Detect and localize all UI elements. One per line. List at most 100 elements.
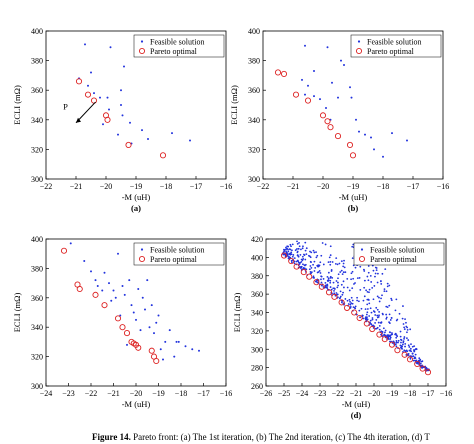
feasible-point xyxy=(351,245,354,248)
feasible-point xyxy=(307,254,310,257)
feasible-point xyxy=(390,297,393,300)
feasible-point xyxy=(287,248,289,251)
feasible-point xyxy=(385,313,388,316)
x-tick-label: −18 xyxy=(175,389,188,398)
feasible-point xyxy=(331,277,334,279)
feasible-point xyxy=(415,359,418,362)
feasible-point xyxy=(287,250,290,253)
feasible-point xyxy=(338,297,341,300)
pareto-point xyxy=(356,314,363,322)
caption-label: Figure 14. xyxy=(92,432,131,442)
feasible-point xyxy=(375,306,378,309)
feasible-point xyxy=(403,326,406,329)
feasible-point xyxy=(358,277,361,279)
pareto-point xyxy=(114,315,122,322)
feasible-point xyxy=(312,263,314,266)
feasible-point xyxy=(69,242,72,245)
feasible-point xyxy=(366,308,369,310)
feasible-point xyxy=(314,266,317,269)
y-tick-label: 300 xyxy=(251,345,263,354)
feasible-point xyxy=(410,350,413,353)
feasible-point xyxy=(313,276,315,279)
feasible-point xyxy=(402,305,404,307)
pareto-point xyxy=(135,344,142,351)
feasible-point xyxy=(380,297,382,300)
pareto-point xyxy=(280,70,288,77)
feasible-point xyxy=(342,265,345,268)
feasible-point xyxy=(162,358,164,361)
chart-panel-3: −24 −23 −22 −21 −20 −19 −18 −17 −16 300 320 340 360 3… xyxy=(12,235,232,409)
feasible-point xyxy=(331,81,333,84)
y-tick-label: 320 xyxy=(31,353,43,362)
feasible-point xyxy=(367,271,370,274)
feasible-point xyxy=(123,65,125,68)
feasible-point xyxy=(406,139,408,142)
feasible-point xyxy=(302,245,304,248)
feasible-point xyxy=(359,316,361,319)
pareto-point xyxy=(313,279,320,286)
feasible-point xyxy=(395,336,398,339)
pareto-point xyxy=(331,293,338,300)
x-tick-label: −24 xyxy=(296,389,309,398)
feasible-point xyxy=(404,345,406,348)
feasible-point xyxy=(407,339,410,341)
feasible-point xyxy=(418,357,421,360)
x-tick-label: −21 xyxy=(70,182,83,191)
feasible-point xyxy=(90,71,92,74)
feasible-point xyxy=(368,315,371,317)
x-tick-label: −19 xyxy=(386,389,399,398)
feasible-point xyxy=(329,263,332,266)
pareto-point xyxy=(376,331,383,338)
x-tick-label: −23 xyxy=(314,389,327,398)
feasible-point xyxy=(358,309,361,312)
feasible-point xyxy=(406,328,409,331)
feasible-point xyxy=(406,350,409,353)
legend-feasible-label: Feasible solution xyxy=(367,38,421,47)
y-tick-label: 400 xyxy=(251,253,263,262)
feasible-point xyxy=(296,240,298,243)
feasible-point xyxy=(333,289,335,292)
feasible-point xyxy=(380,321,383,324)
feasible-point xyxy=(356,299,359,302)
feasible-point xyxy=(400,345,403,347)
feasible-point xyxy=(414,353,417,356)
feasible-point xyxy=(285,250,287,253)
feasible-point xyxy=(290,251,293,254)
feasible-point xyxy=(395,339,398,342)
feasible-point xyxy=(421,367,423,369)
feasible-point xyxy=(405,321,407,324)
feasible-point xyxy=(332,287,335,290)
legend-pareto-marker xyxy=(138,47,146,55)
legend-pareto-label: Pareto optimal xyxy=(150,47,198,56)
y-tick-label: 400 xyxy=(31,27,43,36)
y-tick-label: 360 xyxy=(31,86,43,95)
feasible-point xyxy=(394,332,397,335)
feasible-point xyxy=(344,298,347,300)
feasible-point xyxy=(320,281,323,284)
feasible-point xyxy=(309,270,312,273)
feasible-point xyxy=(130,304,133,307)
feasible-point xyxy=(344,271,347,274)
feasible-point xyxy=(369,319,372,322)
feasible-point xyxy=(352,277,355,280)
x-tick-label: −21 xyxy=(107,389,120,398)
feasible-point xyxy=(296,250,299,253)
feasible-point xyxy=(373,311,376,313)
y-axis-label: ECLI (mΩ) xyxy=(12,293,22,333)
feasible-point xyxy=(385,290,388,293)
feasible-point xyxy=(373,285,376,287)
feasible-point xyxy=(338,262,341,265)
feasible-point xyxy=(401,347,404,350)
feasible-point xyxy=(376,314,379,317)
feasible-point xyxy=(411,352,414,355)
pareto-point xyxy=(159,152,167,159)
feasible-point xyxy=(401,317,404,320)
feasible-point xyxy=(326,283,329,286)
annotation-arrowhead xyxy=(76,117,81,123)
feasible-point xyxy=(126,343,128,346)
pareto-point xyxy=(119,324,126,331)
x-tick-label: −19 xyxy=(130,182,143,191)
pareto-point xyxy=(104,116,111,123)
feasible-point xyxy=(405,325,408,328)
feasible-point xyxy=(397,341,399,344)
